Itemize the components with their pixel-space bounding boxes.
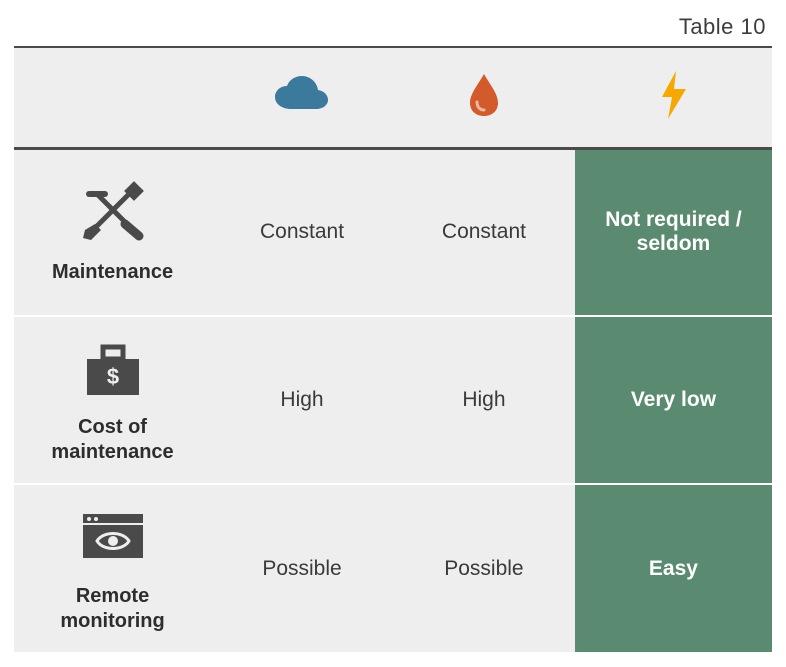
header-row <box>14 48 772 148</box>
cell: Possible <box>211 484 393 652</box>
bolt-icon <box>658 106 688 123</box>
cell-highlight: Not required / seldom <box>575 148 772 316</box>
tools-icon <box>77 180 149 253</box>
monitor-eye-icon <box>77 510 149 571</box>
table-title: Table 10 <box>14 10 772 48</box>
cell: Constant <box>211 148 393 316</box>
header-blank <box>14 48 211 148</box>
header-col-bolt <box>575 48 772 148</box>
table-row: Remote monitoring Possible Possible Easy <box>14 484 772 652</box>
cell-highlight: Easy <box>575 484 772 652</box>
row-header-cost: $ Cost of maintenance <box>14 316 211 484</box>
table-row: Maintenance Constant Constant Not requir… <box>14 148 772 316</box>
svg-text:$: $ <box>106 364 118 389</box>
header-col-drop <box>393 48 575 148</box>
comparison-table: Maintenance Constant Constant Not requir… <box>14 48 772 652</box>
header-col-cloud <box>211 48 393 148</box>
cloud-icon <box>271 102 333 119</box>
cost-icon: $ <box>81 339 145 406</box>
row-label: Remote monitoring <box>24 584 201 634</box>
cell: Possible <box>393 484 575 652</box>
cell: Constant <box>393 148 575 316</box>
row-header-maintenance: Maintenance <box>14 148 211 316</box>
table-row: $ Cost of maintenance High High Very low <box>14 316 772 484</box>
row-label: Cost of maintenance <box>24 415 201 465</box>
cell-highlight: Very low <box>575 316 772 484</box>
cell: High <box>211 316 393 484</box>
cell: High <box>393 316 575 484</box>
drop-icon <box>467 105 501 122</box>
row-label: Maintenance <box>24 260 201 285</box>
row-header-remote: Remote monitoring <box>14 484 211 652</box>
